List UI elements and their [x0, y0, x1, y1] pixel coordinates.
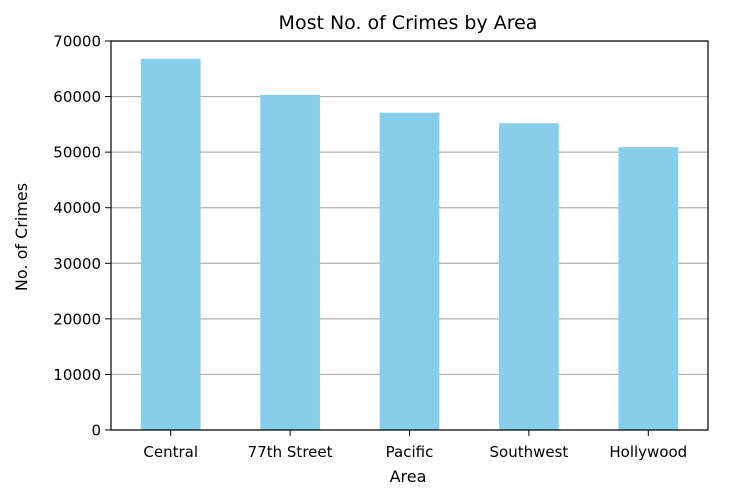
plot-frame [110, 40, 709, 431]
y-tick-label: 50000 [53, 144, 101, 162]
x-tick-label: Hollywood [609, 443, 687, 461]
y-tick-label: 0 [91, 422, 101, 440]
x-tick-labels: Central 77th Street Pacific Southwest Hollyw… [143, 443, 687, 461]
y-tick-label: 70000 [53, 33, 101, 51]
y-tick-label: 60000 [53, 88, 101, 106]
bars [140, 58, 679, 431]
bar-central [140, 58, 201, 430]
y-tick-label: 40000 [53, 199, 101, 217]
bar-southwest [499, 123, 559, 430]
y-axis-label: No. of Crimes [12, 183, 31, 291]
bar-pacific [379, 112, 440, 431]
chart-title: Most No. of Crimes by Area [279, 12, 538, 34]
x-tick-label: 77th Street [248, 443, 333, 461]
y-tick-labels: 0 10000 20000 30000 40000 50000 60000 70000 [53, 33, 101, 440]
y-tick-label: 30000 [53, 255, 101, 273]
x-tick-label: Pacific [386, 443, 434, 461]
bar-77th-street [260, 94, 320, 430]
y-tick-label: 20000 [53, 310, 101, 328]
x-axis-label: Area [390, 467, 427, 486]
x-tick-label: Southwest [490, 443, 569, 461]
axes [105, 40, 709, 436]
y-tick-label: 10000 [53, 366, 101, 384]
x-tick-label: Central [143, 443, 198, 461]
bar-hollywood [618, 147, 679, 431]
